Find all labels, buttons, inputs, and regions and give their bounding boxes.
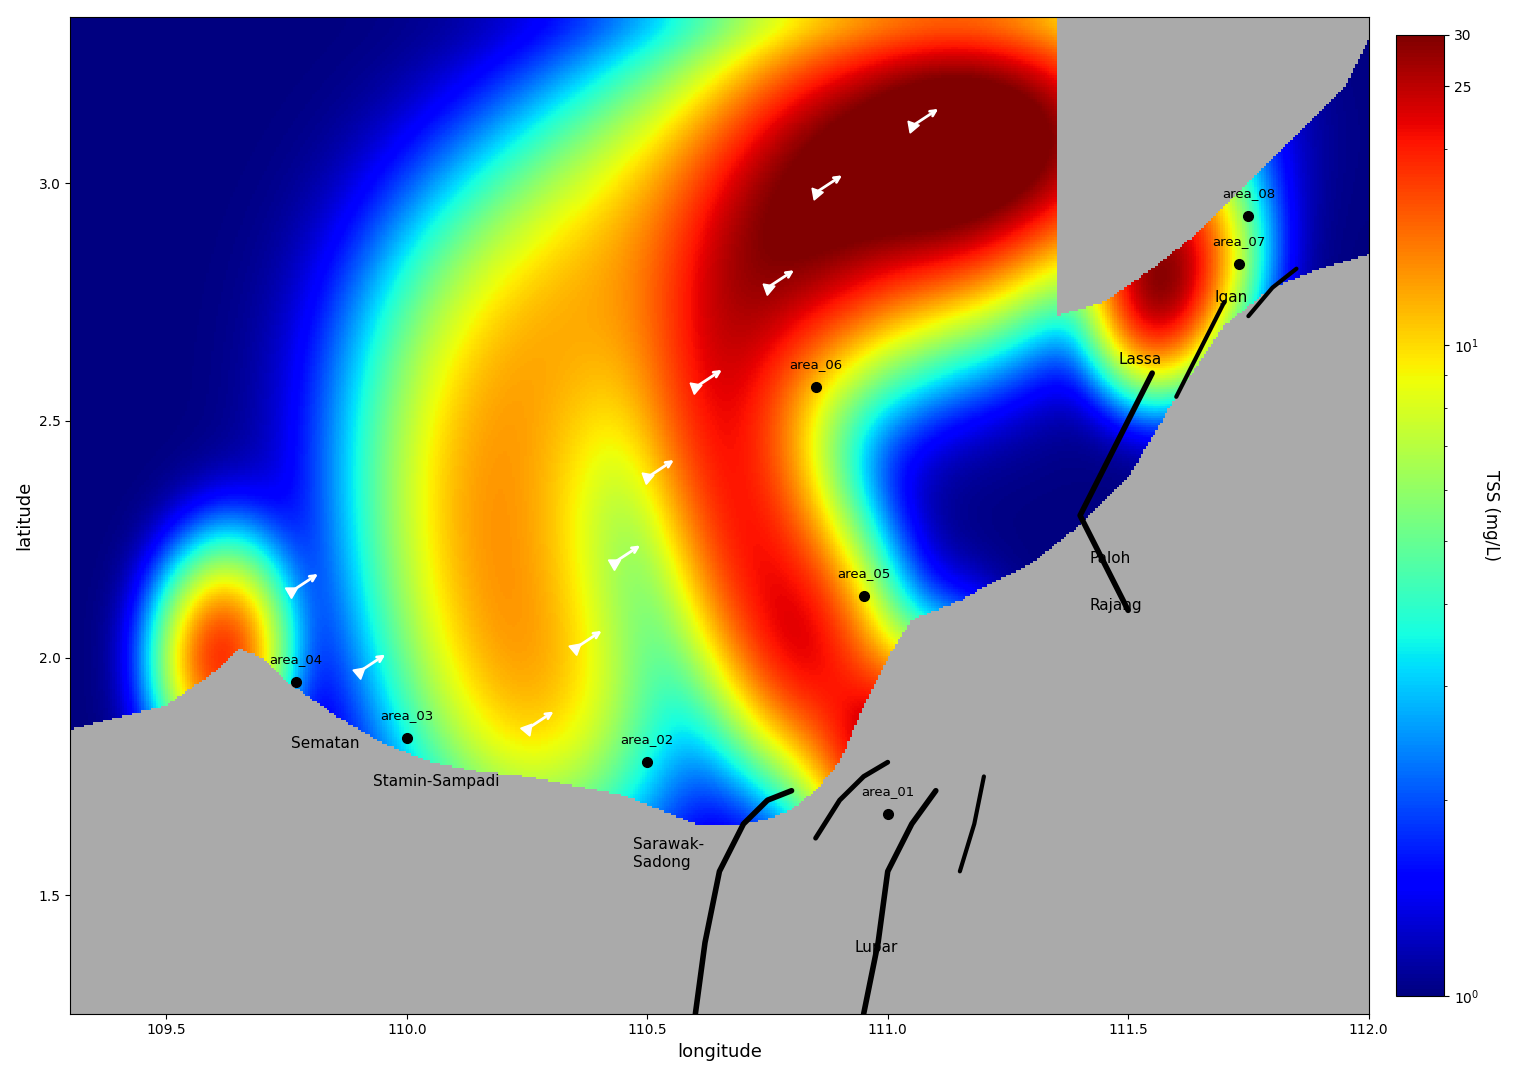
Text: Stamin-Sampadi: Stamin-Sampadi (373, 774, 500, 789)
Text: Lassa: Lassa (1118, 352, 1162, 367)
Text: area_04: area_04 (270, 652, 323, 666)
Text: area_08: area_08 (1221, 187, 1276, 200)
Y-axis label: TSS (mg/L): TSS (mg/L) (1482, 470, 1500, 561)
Y-axis label: latitude: latitude (15, 481, 33, 550)
Text: area_01: area_01 (861, 785, 915, 798)
Text: area_06: area_06 (789, 358, 842, 371)
Text: area_05: area_05 (838, 567, 891, 580)
X-axis label: longitude: longitude (677, 1043, 762, 1061)
Text: area_02: area_02 (621, 733, 674, 747)
Text: Rajang: Rajang (1089, 598, 1142, 613)
Text: Igan: Igan (1215, 289, 1248, 305)
Text: area_07: area_07 (1212, 235, 1265, 247)
Text: Paloh: Paloh (1089, 551, 1130, 566)
Text: Sarawak-
Sadong: Sarawak- Sadong (633, 837, 704, 869)
Text: Lupar: Lupar (854, 940, 897, 955)
Text: area_03: area_03 (380, 709, 433, 722)
Text: Sematan: Sematan (291, 736, 361, 751)
